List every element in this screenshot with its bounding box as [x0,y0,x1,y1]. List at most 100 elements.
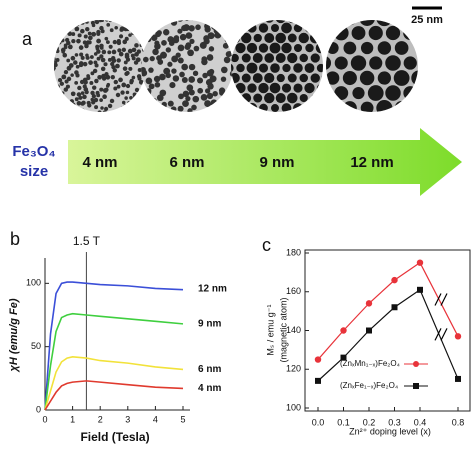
particle [179,71,185,78]
particle [91,31,97,37]
particle [185,32,193,39]
particle [304,63,315,73]
particle [85,55,90,60]
particle [49,81,54,86]
particle [287,73,297,83]
marker [366,327,372,334]
tem-image [49,14,146,112]
particle [214,31,222,39]
x-tick-label: 0 [42,414,47,424]
x-tick-label: 0.1 [337,417,350,427]
particle [116,40,122,46]
marker [314,356,322,363]
particle [326,55,332,71]
particle [76,14,80,18]
particle [136,31,142,37]
x-tick-label: 2 [98,414,103,424]
particle [165,72,171,79]
particle [54,48,57,54]
particle [139,87,144,92]
particle [62,20,68,21]
particle [54,56,56,62]
particle [258,82,269,94]
particle [100,106,104,110]
y-tick-label: 0 [36,404,41,414]
particle [207,32,215,40]
particle [107,50,112,55]
particle [87,103,92,108]
particle [220,76,227,82]
particle [205,88,211,94]
particle [187,108,193,112]
particle [75,22,80,27]
particle [145,77,153,85]
series-line [44,281,184,411]
particle [228,105,233,111]
particle [172,36,180,44]
x-tick-label: 4 [153,414,158,424]
particle [54,106,58,111]
particle [110,74,115,80]
particle [188,76,196,83]
particle [116,84,121,89]
particle [269,42,281,54]
x-tick-label: 0.0 [312,417,325,427]
particle [148,67,154,73]
particle [99,98,103,103]
particle [104,36,109,41]
particle [342,20,358,26]
particle [376,20,393,27]
particle [326,42,339,55]
size-label: 9 nm [259,154,294,171]
particle [310,73,320,83]
particle [132,15,138,21]
particle [159,73,166,81]
particle [94,63,99,68]
particle [227,20,233,21]
particle [252,73,263,83]
particle [125,83,131,89]
particle [157,21,164,27]
particle [154,43,161,50]
x-tick-label: 3 [125,414,130,424]
particle [310,53,320,63]
particle [78,45,84,50]
particle [141,93,146,98]
particle [188,89,195,96]
particle [104,20,109,22]
particle [259,103,268,112]
series-label: 12 nm [198,283,227,294]
particle [120,106,125,111]
particle [103,106,109,111]
particle [143,40,146,45]
particle [177,57,184,64]
particle [70,73,74,77]
particle [121,82,127,88]
particle [150,97,158,105]
particle [403,56,417,70]
particle [94,20,100,25]
particle [83,34,88,39]
particle [97,110,102,112]
particle [87,20,93,21]
particle [75,20,81,26]
particle [304,23,315,33]
marker [340,327,347,334]
marker [315,377,321,384]
particle [369,56,383,70]
particle [359,70,375,86]
particle [368,25,383,41]
series-label: 4 nm [198,383,221,394]
particle [82,40,87,45]
particle [228,94,233,102]
particle [56,15,61,20]
particle [167,100,174,107]
particle [107,103,113,109]
particle [264,33,275,43]
particle [293,63,303,73]
legend-marker [413,383,419,389]
particle [75,64,80,69]
y-tick-label: 50 [31,341,41,351]
particle [403,25,418,41]
particle [186,84,194,92]
